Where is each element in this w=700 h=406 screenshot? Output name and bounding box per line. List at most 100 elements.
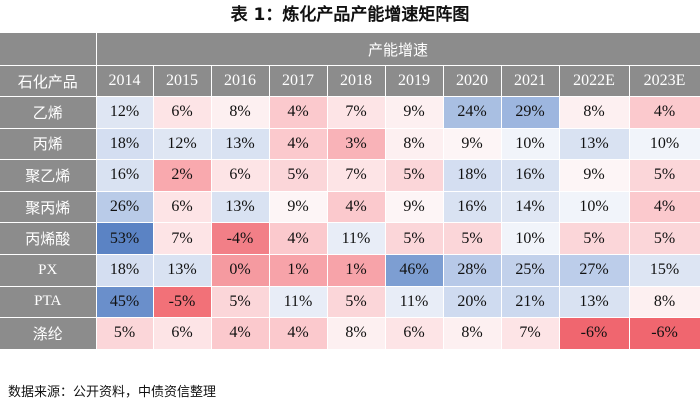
growth-cell: 3%	[327, 128, 386, 161]
growth-cell: 9%	[559, 159, 630, 192]
table-row: PTA 45% -5% 5% 11% 5% 11% 20% 21% 13% 8%	[0, 286, 700, 319]
growth-cell: 9%	[269, 191, 328, 224]
growth-cell: 8%	[327, 317, 386, 350]
header-year: 2015	[153, 65, 212, 97]
header-year: 2022E	[559, 65, 630, 97]
growth-cell: 5%	[385, 222, 444, 255]
row-label: 丙烯酸	[0, 222, 97, 255]
header-year: 2018	[327, 65, 386, 97]
growth-cell: 16%	[501, 159, 560, 192]
growth-cell: 13%	[559, 128, 630, 161]
growth-cell: 5%	[269, 159, 328, 192]
growth-cell: 5%	[629, 222, 700, 255]
growth-cell: 8%	[211, 96, 270, 129]
growth-cell: 6%	[153, 191, 212, 224]
capacity-growth-matrix: 产能增速 石化产品 2014 2015 2016 2017 2018 2019 2020 20…	[0, 33, 700, 350]
growth-cell: 25%	[501, 254, 560, 287]
growth-cell: 18%	[96, 254, 154, 287]
growth-cell: 27%	[559, 254, 630, 287]
growth-cell: 4%	[269, 222, 328, 255]
growth-cell: 6%	[385, 317, 444, 350]
growth-cell: 11%	[327, 222, 386, 255]
table-row: 丙烯酸 53% 7% -4% 4% 11% 5% 5% 10% 5% 5%	[0, 222, 700, 255]
growth-cell: 13%	[153, 254, 212, 287]
growth-cell: 4%	[327, 191, 386, 224]
header-row-label: 石化产品	[0, 65, 97, 97]
growth-cell: 28%	[443, 254, 502, 287]
growth-cell: 5%	[96, 317, 154, 350]
growth-cell: 10%	[501, 128, 560, 161]
growth-cell: 29%	[501, 96, 560, 129]
header-year: 2019	[385, 65, 444, 97]
growth-cell: 18%	[443, 159, 502, 192]
table-row: 涤纶 5% 6% 4% 4% 8% 6% 8% 7% -6% -6%	[0, 317, 700, 350]
row-label: 聚乙烯	[0, 159, 97, 192]
header-year: 2021	[501, 65, 560, 97]
growth-cell: 53%	[96, 222, 154, 255]
header-year: 2016	[211, 65, 270, 97]
growth-cell: 1%	[327, 254, 386, 287]
growth-cell: 4%	[269, 128, 328, 161]
growth-cell: 10%	[629, 128, 700, 161]
growth-cell: 13%	[559, 286, 630, 319]
growth-cell: 5%	[211, 286, 270, 319]
growth-cell: 9%	[443, 128, 502, 161]
growth-cell: 8%	[559, 96, 630, 129]
table-row: 聚乙烯 16% 2% 6% 5% 7% 5% 18% 16% 9% 5%	[0, 159, 700, 192]
growth-cell: 8%	[443, 317, 502, 350]
header-corner-top	[0, 33, 97, 66]
growth-cell: 12%	[96, 96, 154, 129]
growth-cell: 4%	[269, 317, 328, 350]
growth-cell: -6%	[629, 317, 700, 350]
growth-cell: 9%	[385, 191, 444, 224]
growth-cell: 4%	[269, 96, 328, 129]
header-year: 2020	[443, 65, 502, 97]
growth-cell: -4%	[211, 222, 270, 255]
growth-cell: 14%	[501, 191, 560, 224]
growth-cell: 0%	[211, 254, 270, 287]
growth-cell: 1%	[269, 254, 328, 287]
growth-cell: 7%	[153, 222, 212, 255]
row-label: 聚丙烯	[0, 191, 97, 224]
growth-cell: 18%	[96, 128, 154, 161]
growth-cell: 4%	[629, 191, 700, 224]
growth-cell: 8%	[629, 286, 700, 319]
row-label: PX	[0, 254, 97, 287]
growth-cell: 10%	[501, 222, 560, 255]
growth-cell: 11%	[385, 286, 444, 319]
growth-cell: 45%	[96, 286, 154, 319]
growth-cell: 7%	[327, 96, 386, 129]
growth-cell: 5%	[559, 222, 630, 255]
growth-cell: 5%	[443, 222, 502, 255]
growth-cell: 11%	[269, 286, 328, 319]
growth-cell: -5%	[153, 286, 212, 319]
table-row: 丙烯 18% 12% 13% 4% 3% 8% 9% 10% 13% 10%	[0, 128, 700, 161]
growth-cell: 21%	[501, 286, 560, 319]
row-label: 丙烯	[0, 128, 97, 161]
growth-cell: 4%	[211, 317, 270, 350]
header-group-label: 产能增速	[96, 33, 700, 66]
growth-cell: 26%	[96, 191, 154, 224]
growth-cell: 8%	[385, 128, 444, 161]
growth-cell: 5%	[629, 159, 700, 192]
growth-cell: 6%	[211, 159, 270, 192]
header-year: 2014	[96, 65, 154, 97]
growth-cell: 6%	[153, 317, 212, 350]
table-row: 乙烯 12% 6% 8% 4% 7% 9% 24% 29% 8% 4%	[0, 96, 700, 129]
header-year: 2023E	[629, 65, 700, 97]
table-title: 表 1：炼化产品产能增速矩阵图	[230, 5, 470, 25]
table-row: 聚丙烯 26% 6% 13% 9% 4% 9% 16% 14% 10% 4%	[0, 191, 700, 224]
growth-cell: 46%	[385, 254, 444, 287]
growth-cell: 2%	[153, 159, 212, 192]
growth-cell: 16%	[96, 159, 154, 192]
table-row: PX 18% 13% 0% 1% 1% 46% 28% 25% 27% 15%	[0, 254, 700, 287]
growth-cell: 15%	[629, 254, 700, 287]
growth-cell: 12%	[153, 128, 212, 161]
growth-cell: 4%	[629, 96, 700, 129]
row-label: 涤纶	[0, 317, 97, 350]
growth-cell: 24%	[443, 96, 502, 129]
growth-cell: 16%	[443, 191, 502, 224]
growth-cell: 9%	[385, 96, 444, 129]
growth-cell: 5%	[327, 286, 386, 319]
growth-cell: 20%	[443, 286, 502, 319]
